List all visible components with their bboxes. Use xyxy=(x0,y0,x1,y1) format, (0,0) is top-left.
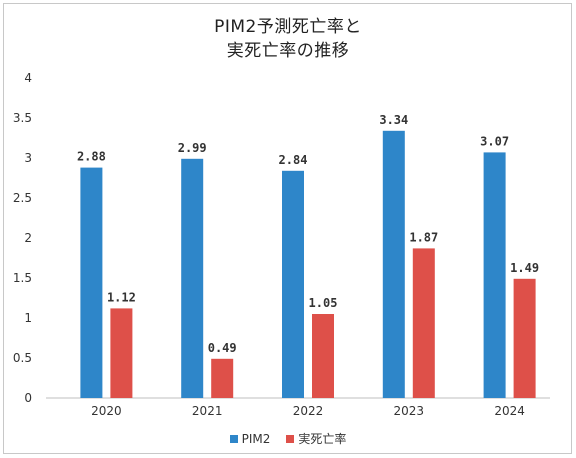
data-label: 2.99 xyxy=(178,141,207,155)
bar-pim2 xyxy=(483,152,506,398)
legend-label-pim2: PIM2 xyxy=(241,431,271,446)
legend: PIM2 実死亡率 xyxy=(0,430,576,447)
data-label: 2.84 xyxy=(279,153,308,167)
y-tick-label: 0.5 xyxy=(13,351,32,365)
data-label: 1.05 xyxy=(309,296,338,310)
y-tick-label: 0 xyxy=(24,391,32,405)
data-label: 3.34 xyxy=(379,113,408,127)
legend-item-pim2: PIM2 xyxy=(229,430,271,447)
data-label: 2.88 xyxy=(77,150,106,164)
x-tick-label: 2020 xyxy=(91,404,122,418)
y-tick-label: 1 xyxy=(24,311,32,325)
bar-pim2 xyxy=(382,130,405,399)
chart-title-line-2: 実死亡率の推移 xyxy=(226,41,350,61)
bar-actual xyxy=(211,358,234,398)
y-tick-label: 3 xyxy=(24,151,32,165)
data-label: 1.12 xyxy=(107,290,136,304)
data-label: 1.87 xyxy=(409,230,438,244)
bar-pim2 xyxy=(181,158,204,398)
chart-title-line-1: PIM2予測死亡率と xyxy=(214,17,362,37)
bar-actual xyxy=(513,278,536,398)
legend-swatch-pim2 xyxy=(229,434,238,443)
y-tick-label: 3.5 xyxy=(13,111,32,125)
y-tick-label: 4 xyxy=(24,71,32,85)
bar-pim2 xyxy=(80,167,103,398)
bar-actual xyxy=(412,248,435,398)
data-label: 0.49 xyxy=(208,341,237,355)
bar-actual xyxy=(312,314,334,398)
y-tick-label: 1.5 xyxy=(13,271,32,285)
y-tick-label: 2.5 xyxy=(13,191,32,205)
legend-item-actual: 実死亡率 xyxy=(286,430,346,447)
data-label: 1.49 xyxy=(510,261,539,275)
legend-label-actual: 実死亡率 xyxy=(298,432,347,446)
bar-pim2 xyxy=(282,170,304,398)
data-label: 3.07 xyxy=(480,134,509,148)
x-tick-label: 2024 xyxy=(494,404,525,418)
x-tick-label: 2021 xyxy=(192,404,223,418)
bar-actual xyxy=(110,308,133,398)
x-tick-label: 2023 xyxy=(394,404,425,418)
y-tick-label: 2 xyxy=(24,231,32,245)
x-tick-label: 2022 xyxy=(293,404,324,418)
legend-swatch-actual xyxy=(286,434,295,443)
